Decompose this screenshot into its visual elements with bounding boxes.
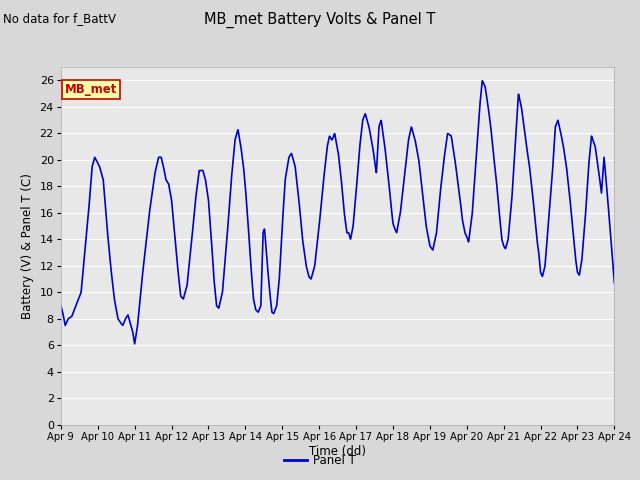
Legend: Panel T: Panel T — [279, 449, 361, 472]
Y-axis label: Battery (V) & Panel T (C): Battery (V) & Panel T (C) — [21, 173, 34, 319]
Text: No data for f_BattV: No data for f_BattV — [3, 12, 116, 25]
Text: MB_met: MB_met — [65, 83, 117, 96]
Text: MB_met Battery Volts & Panel T: MB_met Battery Volts & Panel T — [204, 12, 436, 28]
X-axis label: Time (dd): Time (dd) — [309, 444, 366, 457]
